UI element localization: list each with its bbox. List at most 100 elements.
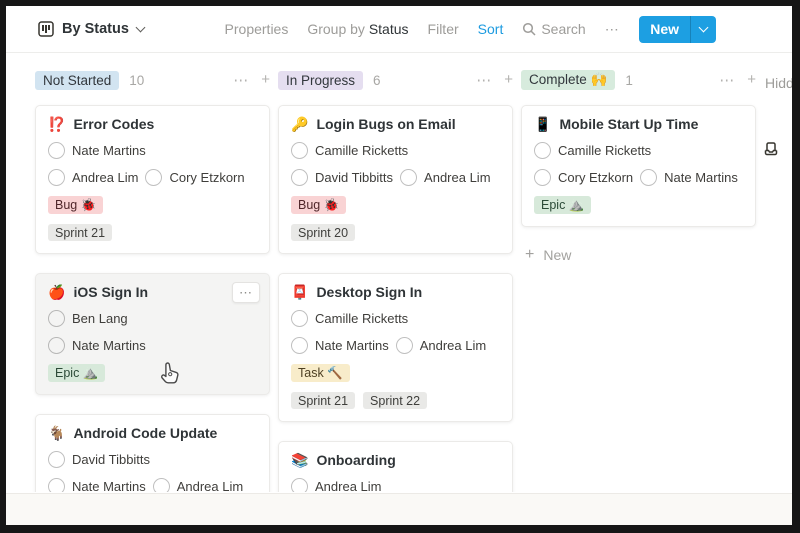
person: Cory Etzkorn [534, 169, 633, 186]
tag-epic: Epic ⛰️ [48, 364, 106, 382]
person-row: David Tibbitts [48, 451, 257, 468]
tag-sprint: Sprint 20 [291, 224, 356, 241]
card-title: Mobile Start Up Time [559, 116, 699, 132]
card-more-button[interactable]: ⋯ [232, 282, 260, 303]
person-name: David Tibbitts [315, 170, 394, 185]
more-options-button[interactable]: ⋯ [604, 20, 621, 37]
column-more-icon[interactable]: ⋯ [233, 72, 249, 89]
kanban-board: Not Started 10 ⋯ + ⁉️ Error Codes Nate M… [6, 53, 792, 492]
person: Andrea Lim [400, 169, 490, 186]
column-add-icon[interactable]: + [504, 71, 513, 88]
person-row: Cory Etzkorn Nate Martins [534, 169, 743, 186]
add-card-button[interactable]: + New [521, 246, 756, 264]
person-name: Camille Ricketts [315, 311, 409, 326]
avatar [48, 478, 65, 492]
avatar [145, 169, 162, 186]
new-button-dropdown[interactable] [691, 22, 716, 33]
new-button[interactable]: New [639, 15, 716, 43]
person-name: Cory Etzkorn [169, 170, 245, 185]
view-switcher[interactable]: By Status [38, 21, 146, 37]
notion-board-view: By Status Properties Group by Status Fil… [6, 6, 792, 525]
bottom-strip [6, 493, 792, 525]
search-button[interactable]: Search [522, 21, 586, 37]
sort-button[interactable]: Sort [477, 21, 504, 37]
tag-row: Sprint 21 [48, 224, 257, 241]
card-title-row: ⁉️ Error Codes [48, 116, 257, 132]
avatar [48, 169, 65, 186]
avatar [48, 142, 65, 159]
person-name: David Tibbitts [72, 452, 151, 467]
person-name: Andrea Lim [72, 170, 139, 185]
board-view-icon [38, 21, 54, 37]
person-row: David Tibbitts Andrea Lim [291, 169, 500, 186]
column-more-icon[interactable]: ⋯ [719, 72, 735, 89]
person-row: Nate Martins [48, 337, 257, 354]
column-more-icon[interactable]: ⋯ [476, 72, 492, 89]
column-actions: ⋯ + [719, 71, 756, 89]
person: Nate Martins [640, 169, 738, 186]
avatar [48, 310, 65, 327]
chevron-down-icon [135, 22, 146, 32]
person-name: Nate Martins [72, 479, 146, 492]
avatar [534, 142, 551, 159]
card-title: Android Code Update [73, 425, 218, 441]
hidden-group-item[interactable] [763, 141, 779, 157]
card-title: iOS Sign In [73, 284, 149, 300]
card-title-row: 🍎 iOS Sign In [48, 284, 257, 300]
filter-button[interactable]: Filter [427, 21, 459, 37]
hidden-groups-toggle[interactable]: Hidden [765, 75, 792, 91]
person-name: Nate Martins [315, 338, 389, 353]
card-title: Login Bugs on Email [316, 116, 456, 132]
column-add-icon[interactable]: + [747, 71, 756, 88]
properties-button[interactable]: Properties [224, 21, 289, 37]
card-android-code-update[interactable]: 🐐 Android Code Update David Tibbitts Nat… [35, 414, 270, 492]
board-columns: Not Started 10 ⋯ + ⁉️ Error Codes Nate M… [35, 68, 792, 492]
person: Nate Martins [291, 337, 389, 354]
card-title-row: 🐐 Android Code Update [48, 425, 257, 441]
person: Andrea Lim [153, 478, 243, 492]
card-title: Onboarding [316, 452, 396, 468]
person: Andrea Lim [396, 337, 486, 354]
person-row: Camille Ricketts [291, 142, 500, 159]
card-title: Error Codes [73, 116, 155, 132]
group-by-value: Status [368, 21, 409, 37]
card-title-row: 📮 Desktop Sign In [291, 284, 500, 300]
card-desktop-sign-in[interactable]: 📮 Desktop Sign In Camille Ricketts Nate … [278, 273, 513, 422]
column-actions: ⋯ + [233, 71, 270, 89]
tag-task: Task 🔨 [291, 364, 350, 382]
tag-row: Bug 🐞 [291, 196, 500, 214]
person-name: Camille Ricketts [315, 143, 409, 158]
add-card-label: New [543, 247, 572, 263]
avatar [291, 142, 308, 159]
person-name: Cory Etzkorn [558, 170, 634, 185]
column-actions: ⋯ + [476, 71, 513, 89]
person-name: Andrea Lim [315, 479, 382, 492]
tag-row: Task 🔨 [291, 364, 500, 382]
books-emoji-icon: 📚 [291, 452, 309, 468]
column-add-icon[interactable]: + [261, 71, 270, 88]
person-name: Andrea Lim [176, 479, 244, 492]
card-error-codes[interactable]: ⁉️ Error Codes Nate Martins Andrea Lim C… [35, 105, 270, 254]
key-emoji-icon: 🔑 [291, 116, 309, 132]
avatar [153, 478, 170, 492]
avatar [396, 337, 413, 354]
new-button-label: New [650, 21, 679, 37]
group-by-button[interactable]: Group by Status [307, 21, 408, 37]
avatar [48, 451, 65, 468]
card-login-bugs-on-email[interactable]: 🔑 Login Bugs on Email Camille Ricketts D… [278, 105, 513, 254]
search-label: Search [541, 21, 586, 37]
column-in-progress: In Progress 6 ⋯ + 🔑 Login Bugs on Email … [278, 68, 513, 492]
tag-sprint: Sprint 21 [48, 224, 113, 241]
person-row: Camille Ricketts [291, 310, 500, 327]
toolbar-actions: Properties Group by Status Filter Sort S… [224, 15, 716, 43]
tag-sprint: Sprint 22 [363, 392, 428, 409]
card-mobile-start-up-time[interactable]: 📱 Mobile Start Up Time Camille Ricketts … [521, 105, 756, 227]
tag-row: Sprint 20 [291, 224, 500, 241]
avatar [48, 337, 65, 354]
column-not-started: Not Started 10 ⋯ + ⁉️ Error Codes Nate M… [35, 68, 270, 492]
card-ios-sign-in[interactable]: ⋯ 🍎 iOS Sign In Ben Lang Nate Martins [35, 273, 270, 395]
card-onboarding[interactable]: 📚 Onboarding Andrea Lim Nate Martins [278, 441, 513, 492]
tag-bug: Bug 🐞 [291, 196, 347, 214]
tag-row: Sprint 21 Sprint 22 [291, 392, 500, 409]
person: Andrea Lim [48, 169, 138, 186]
